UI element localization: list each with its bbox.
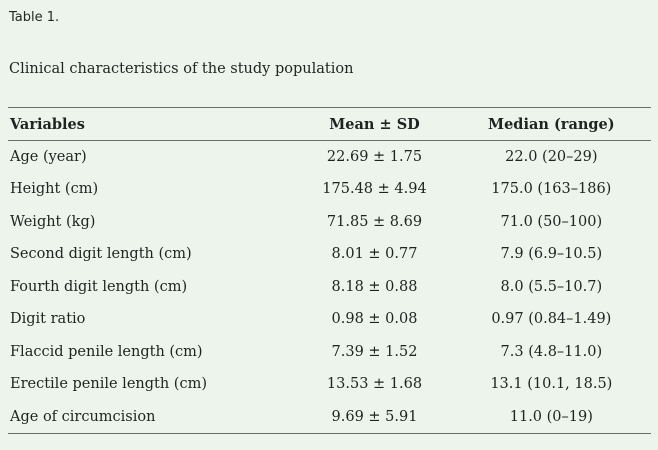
- cell-mean-sd: 22.69 ± 1.75: [326, 149, 423, 165]
- cell-median-range: 11.0 (0–19): [451, 400, 651, 434]
- table-row: Age of circumcision 9.69 ± 5.91 11.0 (0–…: [8, 400, 651, 434]
- cell-variable: Weight (kg): [10, 213, 96, 230]
- table-container: Variables Mean ± SD Median (range) Age (…: [8, 107, 651, 434]
- cell-median-range: 7.3 (4.8–11.0): [500, 343, 603, 360]
- cell-median-range: 0.97 (0.84–1.49): [491, 311, 612, 328]
- cell-median-range: 175.0 (163–186): [491, 181, 612, 198]
- table-label: Table 1.: [9, 10, 60, 25]
- cell-mean-sd: 13.53 ± 1.68: [326, 376, 423, 393]
- cell-mean-sd: 7.39 ± 1.52: [331, 343, 418, 360]
- column-header-median-range: Median (range): [451, 107, 651, 141]
- table-row: Weight (kg) 71.85 ± 8.69 71.0 (50–100): [8, 206, 651, 239]
- cell-variable: Erectile penile length (cm): [10, 376, 207, 393]
- cell-median-range: 22.0 (20–29): [505, 149, 598, 165]
- cell-mean-sd: 9.69 ± 5.91: [297, 400, 452, 434]
- column-header-mean-sd: Mean ± SD: [297, 107, 452, 141]
- cell-variable: Age of circumcision: [8, 400, 298, 434]
- cell-mean-sd: 8.01 ± 0.77: [331, 246, 418, 263]
- column-header-variables: Variables: [8, 107, 298, 141]
- cell-variable: Flaccid penile length (cm): [10, 343, 203, 360]
- table-row: Age (year) 22.69 ± 1.75 22.0 (20–29): [8, 141, 651, 174]
- cell-median-range: 71.0 (50–100): [500, 213, 603, 230]
- table-header-row: Variables Mean ± SD Median (range): [8, 107, 651, 141]
- clinical-characteristics-table: Variables Mean ± SD Median (range) Age (…: [8, 107, 651, 434]
- table-row: Erectile penile length (cm) 13.53 ± 1.68…: [8, 368, 651, 401]
- cell-mean-sd: 0.98 ± 0.08: [331, 311, 418, 328]
- cell-variable: Height (cm): [10, 181, 99, 198]
- table-row: Flaccid penile length (cm) 7.39 ± 1.52 7…: [8, 336, 651, 369]
- table-caption: Clinical characteristics of the study po…: [9, 61, 354, 77]
- cell-median-range: 13.1 (10.1, 18.5): [490, 376, 613, 393]
- cell-mean-sd: 175.48 ± 4.94: [322, 181, 427, 198]
- cell-variable: Second digit length (cm): [10, 246, 192, 263]
- cell-mean-sd: 8.18 ± 0.88: [331, 278, 418, 295]
- table-row: Height (cm) 175.48 ± 4.94 175.0 (163–186…: [8, 173, 651, 206]
- cell-median-range: 8.0 (5.5–10.7): [500, 278, 603, 295]
- cell-variable: Digit ratio: [10, 311, 86, 328]
- table-row: Second digit length (cm) 8.01 ± 0.77 7.9…: [8, 238, 651, 271]
- cell-median-range: 7.9 (6.9–10.5): [500, 246, 603, 263]
- table-row: Digit ratio 0.98 ± 0.08 0.97 (0.84–1.49): [8, 303, 651, 336]
- cell-variable: Fourth digit length (cm): [10, 278, 188, 295]
- cell-variable: Age (year): [10, 149, 87, 165]
- table-row: Fourth digit length (cm) 8.18 ± 0.88 8.0…: [8, 271, 651, 304]
- cell-mean-sd: 71.85 ± 8.69: [326, 213, 423, 230]
